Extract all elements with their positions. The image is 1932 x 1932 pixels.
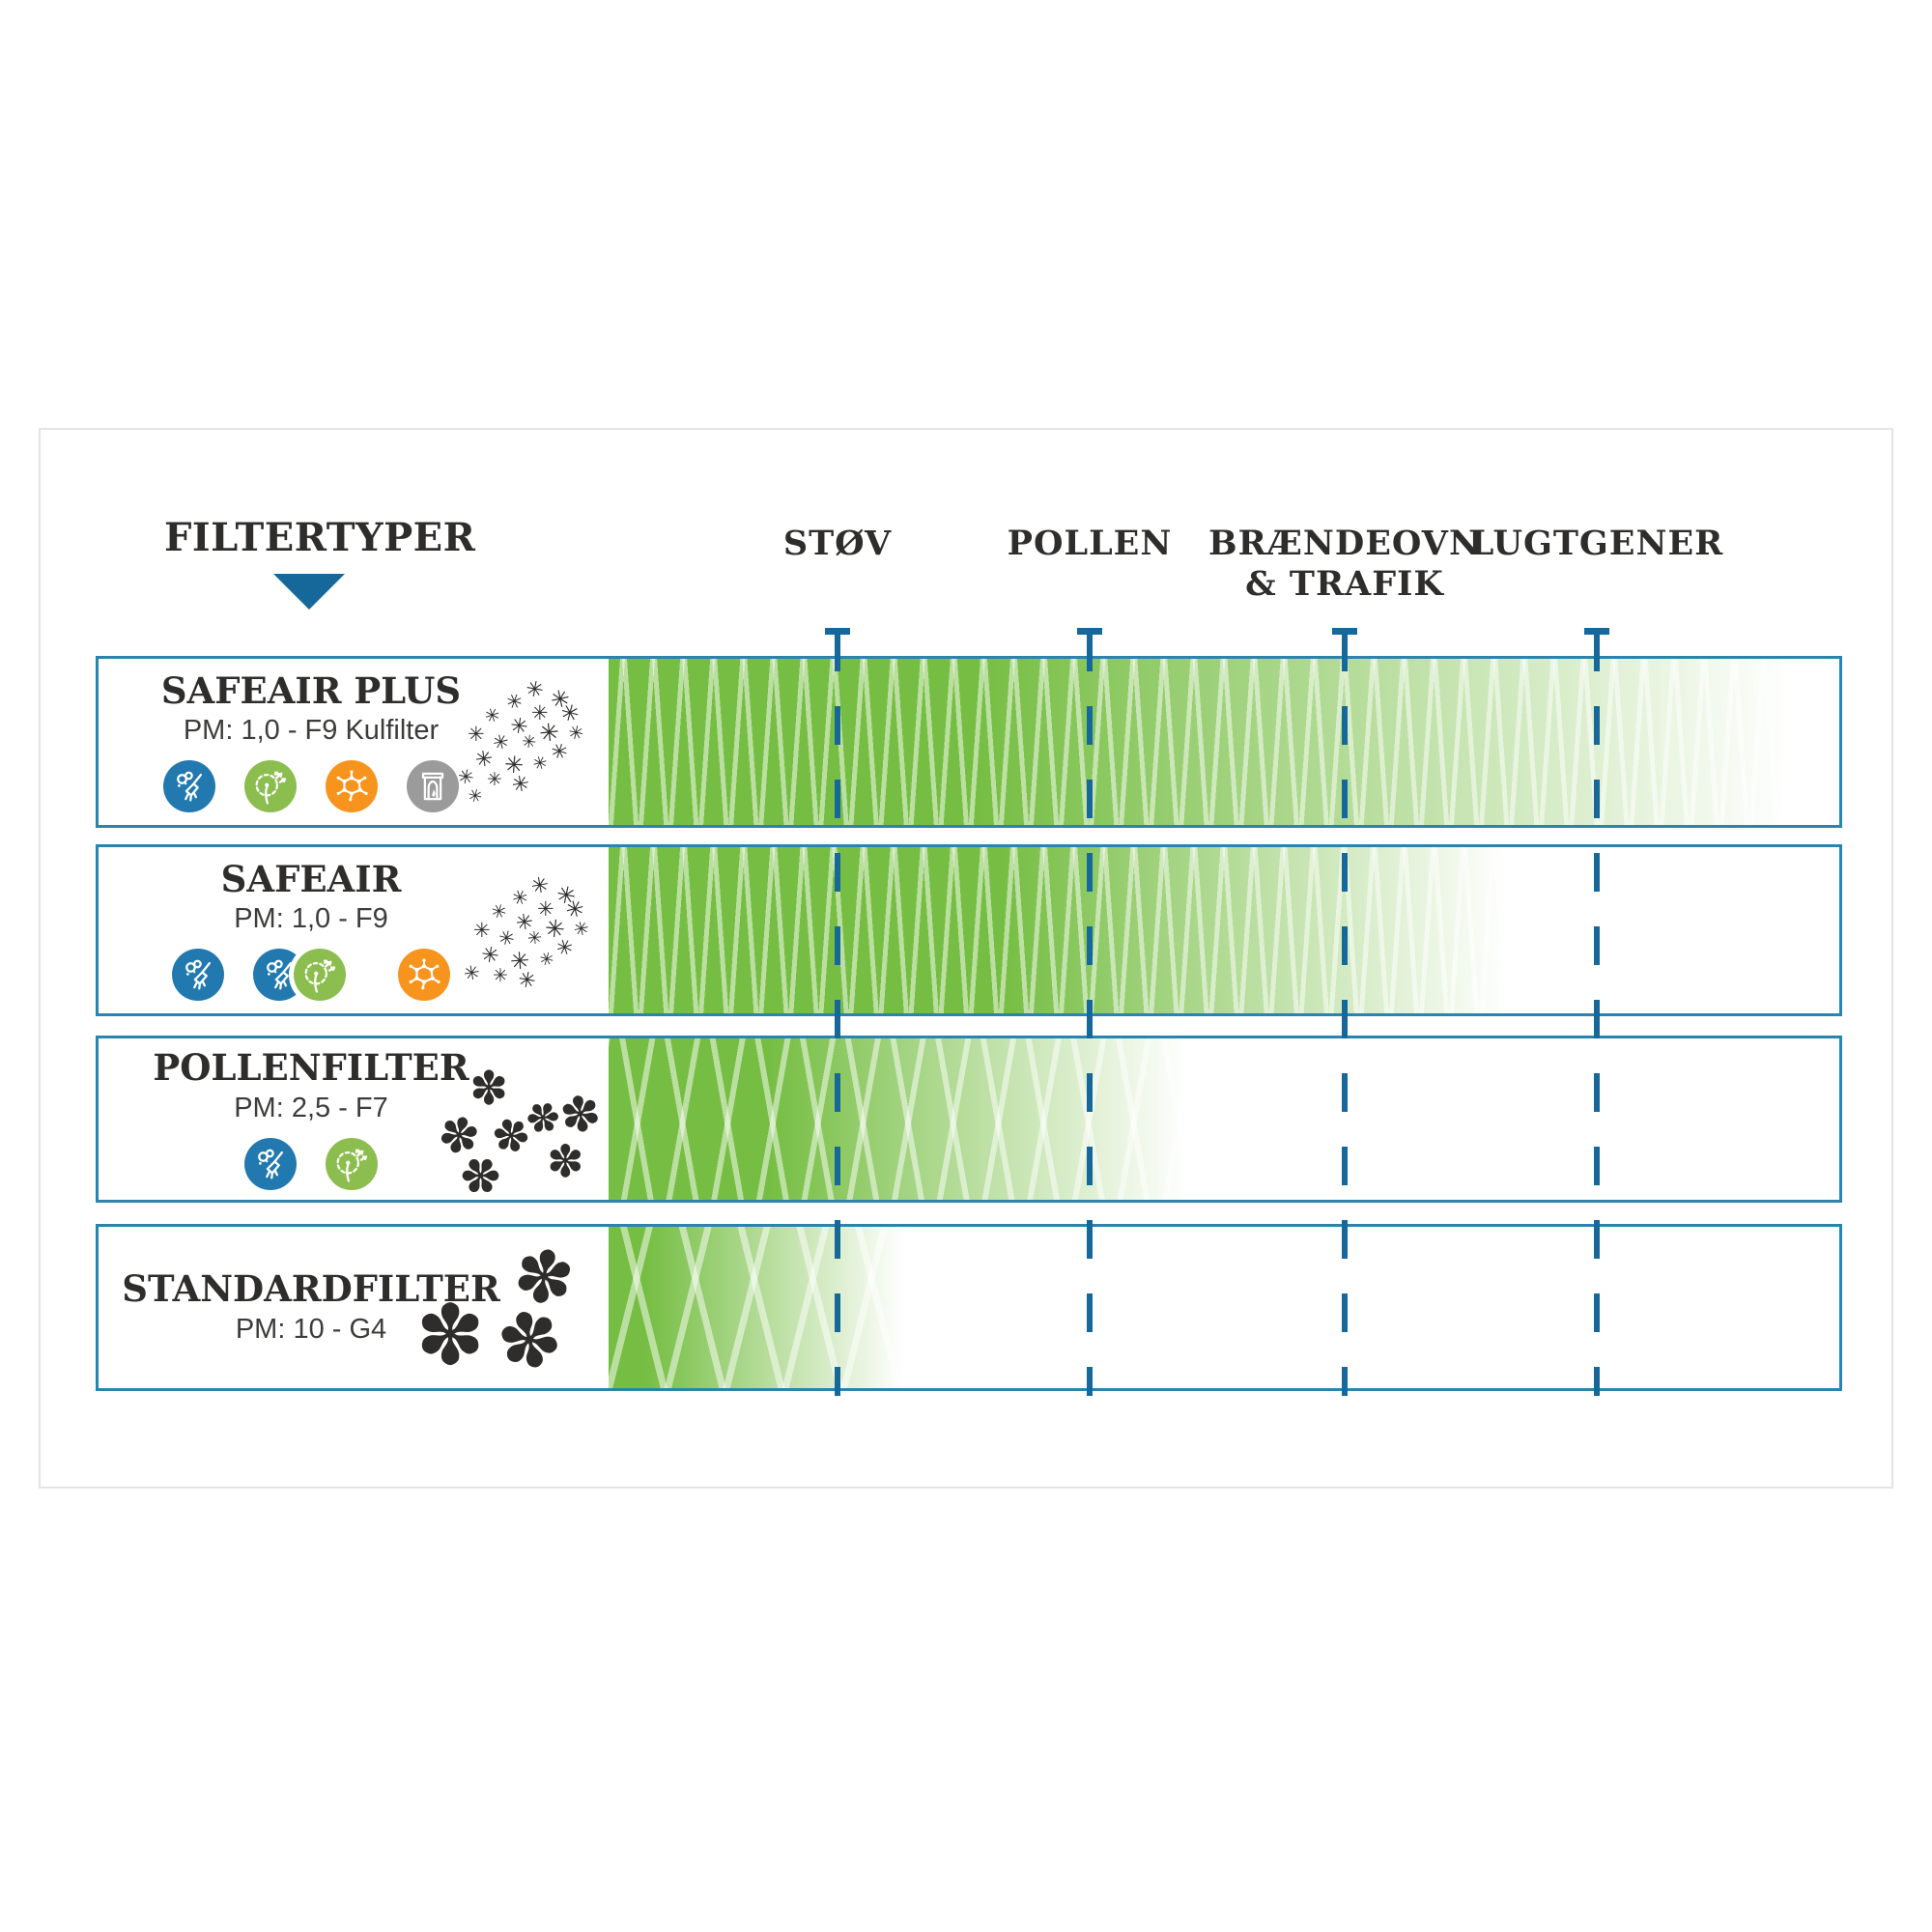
title-block: FILTERTYPER (164, 515, 476, 610)
pollen-icon (294, 949, 346, 1002)
particle-icon: ✳ (508, 713, 530, 741)
coverage-bar (609, 1227, 1839, 1388)
particle-icon: ✳ (526, 927, 544, 950)
particle-icon: ✳ (553, 933, 577, 962)
coverage-bar (609, 1038, 1839, 1200)
column-guideline (1087, 633, 1093, 1396)
particle-icon: ✳ (557, 698, 582, 729)
coverage-bar (609, 659, 1839, 825)
particle-icon: ✳ (543, 913, 567, 945)
column-label: STØV (782, 524, 893, 563)
particle-icon: ✳ (530, 752, 551, 776)
coverage-bar (609, 847, 1839, 1013)
particle-icon: ✽ (517, 1089, 569, 1148)
particle-icon: ✳ (531, 701, 549, 724)
filter-spec: PM: 2,5 - F7 (234, 1092, 388, 1123)
particle-icon: ✳ (514, 909, 536, 937)
filter-label: POLLENFILTER PM: 2,5 - F7 (128, 1038, 495, 1200)
filter-row-safeair: SAFEAIR PM: 1,0 - F9 (96, 844, 1842, 1016)
column-guideline (1342, 633, 1348, 1396)
guideline-cap (1332, 628, 1357, 635)
filter-row-safeair-plus: SAFEAIR PLUS PM: 1,0 - F9 Kulfilter (96, 656, 1842, 828)
diagram-frame: FILTERTYPER STØV POLLEN BRÆNDEOVN & TRAF… (39, 428, 1893, 1489)
pollen-icon (326, 1137, 378, 1190)
pollen-icon (244, 760, 297, 813)
column-header-stov: STØV (783, 524, 892, 564)
particle-icon: ✽ (547, 1135, 584, 1187)
particle-icon: ✳ (571, 917, 591, 942)
dust-icon (253, 949, 305, 1002)
column-label: POLLEN (1007, 524, 1173, 563)
filter-spec: PM: 1,0 - F9 Kulfilter (183, 715, 440, 747)
particle-icon: ✳ (537, 717, 561, 749)
dust-icon (244, 1137, 297, 1190)
filter-name: STANDARDFILTER (122, 1267, 500, 1311)
molecule-icon (326, 760, 378, 813)
particle-icon: ✳ (516, 967, 538, 995)
particle-icon: ✳ (503, 751, 526, 780)
particle-icon: ✽ (488, 1292, 572, 1392)
particle-icon: ✽ (507, 1232, 582, 1324)
particle-icon: ✳ (547, 737, 572, 766)
filter-label: SAFEAIR PM: 1,0 - F9 (128, 847, 495, 1013)
column-guideline (835, 633, 840, 1396)
hazard-icon-strip (172, 949, 450, 1002)
particle-icon: ✳ (502, 687, 526, 716)
particle-icon: ✳ (536, 948, 556, 972)
page-title: FILTERTYPER (164, 515, 476, 560)
particle-icon: ✳ (554, 880, 579, 911)
hazard-icon-strip (163, 760, 459, 813)
filter-label: STANDARDFILTER PM: 10 - G4 (122, 1227, 499, 1388)
particle-icon: ✳ (520, 731, 538, 753)
filter-label: SAFEAIR PLUS PM: 1,0 - F9 Kulfilter (128, 659, 495, 825)
guideline-cap (1077, 628, 1102, 635)
hazard-icon-strip (244, 1137, 378, 1190)
filter-row-standardfilter: STANDARDFILTER PM: 10 - G4 ✽ ✽ ✽ (96, 1224, 1842, 1392)
particle-icon: ✳ (528, 872, 552, 900)
column-guideline (1594, 633, 1600, 1396)
particle-icon: ✳ (565, 721, 586, 746)
fireplace-icon (407, 760, 459, 813)
particle-icon: ✳ (548, 684, 573, 715)
guideline-cap (1584, 628, 1609, 635)
particle-icon: ✳ (508, 883, 532, 912)
column-label-line2: & TRAFIK (1245, 564, 1444, 604)
column-header-braendeovn-trafik: BRÆNDEOVN & TRAFIK (1208, 524, 1481, 605)
particle-icon: ✳ (493, 965, 508, 986)
molecule-icon (398, 949, 450, 1002)
dust-icon (163, 760, 215, 813)
column-label: BRÆNDEOVN (1208, 524, 1481, 563)
filter-row-pollenfilter: POLLENFILTER PM: 2,5 - F7 ✽ ✽ ✽ ✽ ✽ ✽ ✽ (96, 1036, 1842, 1211)
dust-icon (172, 949, 224, 1002)
particle-icon: ✽ (555, 1083, 606, 1147)
particle-icon: ✳ (537, 897, 554, 921)
column-header-pollen: POLLEN (1008, 524, 1173, 564)
guideline-cap (825, 628, 850, 635)
particle-icon: ✳ (509, 947, 531, 976)
particle-icon: ✳ (562, 895, 588, 925)
column-header-lugtgener: LUGTGENER (1470, 524, 1723, 564)
particle-icon: ✳ (496, 924, 518, 952)
filter-name: SAFEAIR (220, 857, 402, 900)
filter-name: SAFEAIR PLUS (160, 668, 462, 712)
filter-spec: PM: 10 - G4 (235, 1313, 387, 1345)
column-label: LUGTGENER (1469, 524, 1724, 563)
particle-icon: ✳ (524, 676, 546, 704)
down-arrow-icon (273, 574, 345, 610)
filter-spec: PM: 1,0 - F9 (234, 903, 388, 935)
particle-icon: ✳ (509, 771, 532, 799)
filter-name: POLLENFILTER (153, 1046, 469, 1090)
